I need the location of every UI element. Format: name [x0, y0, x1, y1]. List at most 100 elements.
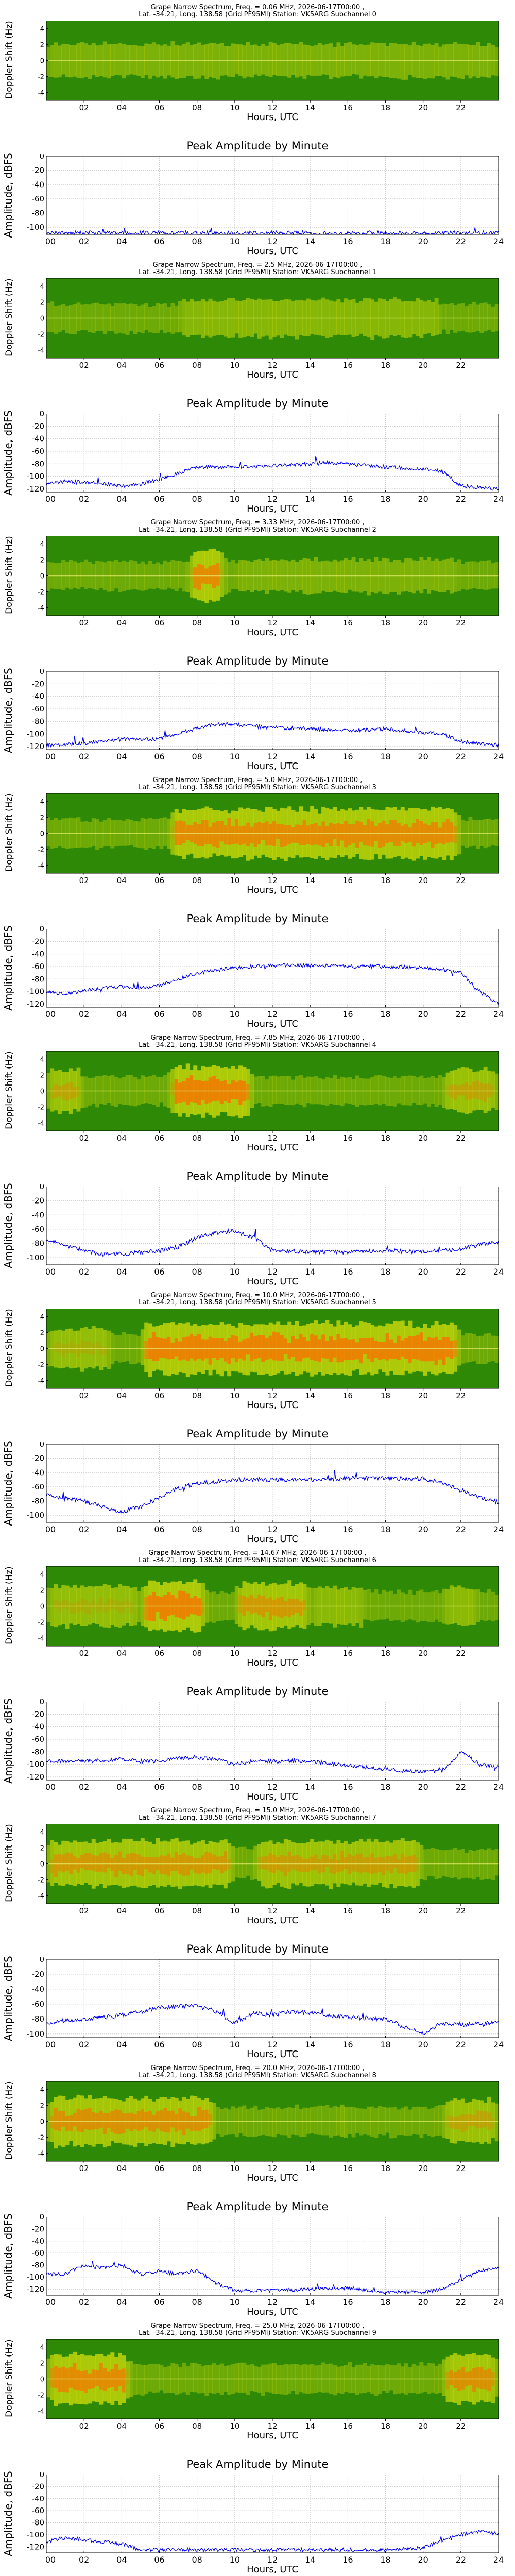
spectrogram-cell	[427, 2108, 431, 2136]
spectrogram-cell	[295, 1339, 299, 1362]
spectrogram-cell	[427, 1077, 431, 1107]
spectrogram-cell	[340, 560, 345, 593]
amplitude-y-tick-label: -20	[32, 1709, 45, 1719]
spectrogram-cell	[159, 2110, 164, 2131]
spectrum-y-axis-label: Doppler Shift (Hz)	[4, 1308, 14, 1387]
spectrogram-cell	[170, 2110, 175, 2128]
spectrogram-cell	[460, 2114, 465, 2132]
spectrogram-cell	[295, 562, 299, 592]
spectrogram-cell	[208, 1852, 213, 1873]
spectrogram-cell	[107, 1076, 111, 1103]
spectrogram-cell	[321, 1841, 325, 1884]
spectrum-y-tick-labels: 420-2-4	[38, 26, 44, 97]
spectrogram-cell	[73, 1344, 77, 1354]
spectrum-x-tick-label: 08	[192, 876, 202, 885]
spectrogram-cell	[54, 563, 58, 589]
spectrum-title: Grape Narrow Spectrum, Freq. = 5.0 MHz, …	[0, 777, 515, 791]
amplitude-x-tick-label: 02	[79, 2555, 89, 2565]
spectrogram-cell	[476, 1080, 480, 1099]
spectrum-title-line1: Grape Narrow Spectrum, Freq. = 25.0 MHz,…	[150, 2322, 365, 2330]
spectrogram-cell	[76, 1842, 81, 1884]
spectrogram-cell	[445, 2372, 450, 2390]
spectrogram-cell	[185, 42, 190, 76]
amplitude-x-tick-label: 04	[116, 1782, 127, 1792]
spectrogram-cell	[314, 1588, 318, 1626]
spectrogram-cell	[159, 1597, 164, 1619]
spectrum-x-tick-label: 20	[418, 1391, 428, 1400]
spectrogram-cell	[151, 1332, 156, 1361]
amplitude-y-tick-label: -80	[32, 209, 45, 218]
amplitude-y-tick-label: -40	[32, 1210, 45, 1219]
spectrogram-cell	[88, 822, 92, 848]
amplitude-y-tick-label: -80	[32, 459, 45, 468]
spectrogram-cell	[431, 45, 435, 79]
spectrogram-cell	[68, 2367, 73, 2388]
spectrogram-cell	[321, 44, 325, 75]
spectrogram-cell	[216, 821, 220, 848]
spectrogram-cell	[185, 824, 190, 840]
spectrogram-cell	[144, 1077, 149, 1104]
amplitude-x-tick-label: 04	[116, 752, 127, 761]
spectrum-y-tick-label: 4	[40, 283, 44, 291]
spectrogram-cell	[73, 1071, 77, 1109]
amplitude-x-tick-label: 22	[456, 236, 466, 246]
amplitude-x-tick-label: 12	[267, 1524, 278, 1534]
spectrogram-cell	[329, 300, 333, 338]
spectrogram-cell	[268, 1840, 273, 1888]
spectrogram-cell	[449, 2115, 454, 2128]
spectrogram-cell	[140, 1075, 145, 1104]
spectrogram-cell	[234, 1848, 239, 1878]
spectrogram-cell	[348, 824, 352, 845]
spectrogram-cell	[397, 2109, 401, 2136]
spectrogram-cell	[242, 1339, 247, 1361]
spectrogram-cell	[272, 301, 277, 337]
spectrogram-cell	[219, 1840, 224, 1885]
spectrogram-cell	[302, 44, 307, 79]
amplitude-x-tick-label: 06	[154, 1524, 164, 1534]
spectrogram-cell	[460, 1587, 465, 1626]
spectrogram-cell	[223, 1080, 228, 1101]
spectrogram-cell	[310, 2107, 315, 2133]
spectrogram-cell	[449, 303, 454, 330]
spectrogram-cell	[80, 1340, 84, 1353]
spectrogram-cell	[242, 1581, 247, 1631]
subchannel-panel: Grape Narrow Spectrum, Freq. = 10.0 MHz,…	[0, 1288, 515, 1546]
spectrogram-cell	[246, 42, 250, 77]
amplitude-y-tick-label: -60	[32, 704, 45, 714]
spectrogram-cell	[385, 301, 390, 338]
spectrogram-cell	[73, 1585, 77, 1625]
spectrogram-cell	[363, 1841, 367, 1884]
spectrogram-cell	[61, 1840, 66, 1886]
spectrum-x-tick-label: 04	[117, 1391, 127, 1400]
spectrogram-cell	[174, 1852, 179, 1871]
amplitude-x-tick-label: 18	[380, 1009, 390, 1019]
spectrogram-cell	[140, 304, 145, 334]
amplitude-x-tick-label: 04	[116, 1267, 127, 1277]
spectrogram-cell	[283, 299, 288, 335]
spectrogram-cell	[348, 2106, 352, 2134]
spectrogram-cell	[453, 1848, 458, 1878]
spectrogram-cell	[393, 1076, 397, 1107]
spectrogram-cell	[219, 569, 224, 578]
amplitude-y-tick-label: -20	[32, 2482, 45, 2491]
spectrogram-cell	[340, 46, 345, 77]
amplitude-y-tick-label: -40	[32, 2494, 45, 2503]
spectrogram-cell	[84, 2370, 89, 2393]
spectrogram-cell	[95, 1076, 99, 1108]
spectrogram-cell	[487, 1083, 491, 1097]
spectrogram-cell	[333, 1075, 337, 1105]
spectrum-x-tick-label: 10	[230, 2164, 239, 2173]
spectrogram-cell	[427, 1337, 431, 1362]
spectrogram-cell	[219, 1338, 224, 1358]
amplitude-x-tick-label: 14	[305, 1009, 315, 1019]
spectrogram-cell	[306, 1341, 311, 1358]
amplitude-x-tick-label: 16	[342, 494, 353, 504]
spectrogram-cell	[483, 2111, 488, 2127]
spectrogram-cell	[419, 1075, 424, 1106]
amplitude-y-tick-label: -100	[27, 1760, 44, 1769]
spectrogram-cell	[359, 1338, 364, 1364]
amplitude-x-tick-label: 04	[116, 494, 127, 504]
spectrogram-cell	[411, 1336, 416, 1359]
spectrogram-cell	[302, 1337, 307, 1358]
spectrogram-cell	[348, 1339, 352, 1360]
